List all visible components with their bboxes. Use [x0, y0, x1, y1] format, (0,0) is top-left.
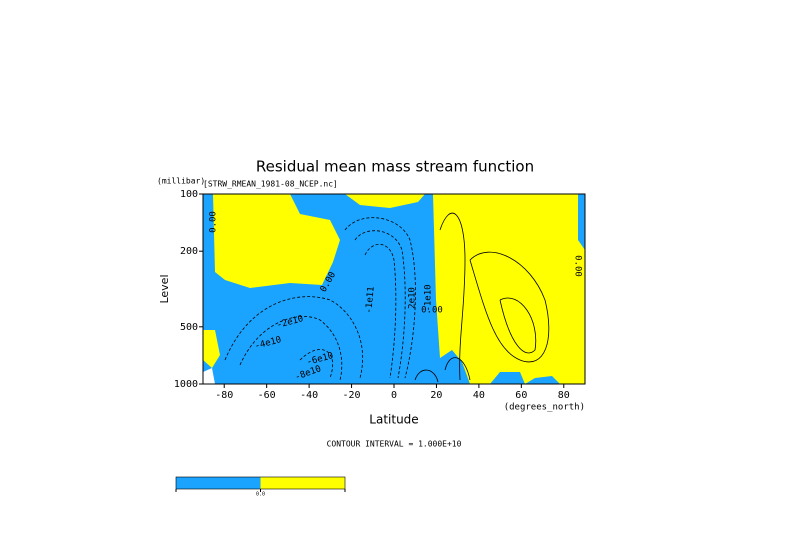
negative-contours	[224, 217, 416, 381]
colorbar-label: 0.0	[256, 492, 265, 498]
x-tick-label: 60	[515, 390, 527, 401]
y-tick-label: 500	[180, 322, 198, 333]
x-tick-label: -20	[343, 390, 361, 401]
x-unit: (degrees_north)	[504, 403, 585, 413]
x-tick-label: -80	[215, 390, 233, 401]
positive-region	[203, 330, 220, 368]
y-tick-label: 1000	[174, 379, 198, 390]
x-tick-label: 80	[558, 390, 570, 401]
positive-region	[213, 194, 340, 288]
colorbar: 0.0	[175, 476, 346, 498]
y-tick-label: 100	[180, 189, 198, 200]
x-tick-label: 40	[473, 390, 485, 401]
colorbar-swatch	[176, 477, 261, 489]
chart-title: Residual mean mass stream function	[256, 158, 534, 176]
y-unit: (millibar)	[157, 177, 205, 186]
x-tick-label: -40	[300, 390, 318, 401]
x-tick-label: -60	[258, 390, 276, 401]
missing-region	[203, 368, 215, 384]
positive-contours	[414, 212, 550, 383]
contour-label: 0.00	[421, 306, 443, 316]
subtitle: [STRW_RMEAN_1981-08_NCEP.nc]	[203, 180, 338, 189]
contour-field	[203, 194, 585, 384]
footer: CONTOUR INTERVAL = 1.000E+10	[327, 440, 462, 449]
contour-label: -1e11	[364, 286, 376, 314]
contour-label: 2e10	[408, 287, 418, 309]
x-axis-label: Latitude	[369, 413, 418, 427]
x-tick-label: 0	[391, 390, 397, 401]
positive-region	[345, 194, 425, 208]
positive-region	[433, 194, 585, 384]
contour-label: 0.00	[209, 211, 219, 233]
colorbar-swatch	[260, 477, 345, 489]
y-axis-label: Level	[158, 274, 171, 303]
contour-label: -1e10	[424, 284, 434, 311]
x-tick-label: 20	[430, 390, 442, 401]
y-tick-label: 200	[180, 246, 198, 257]
contour-label: 0.00	[573, 255, 583, 277]
